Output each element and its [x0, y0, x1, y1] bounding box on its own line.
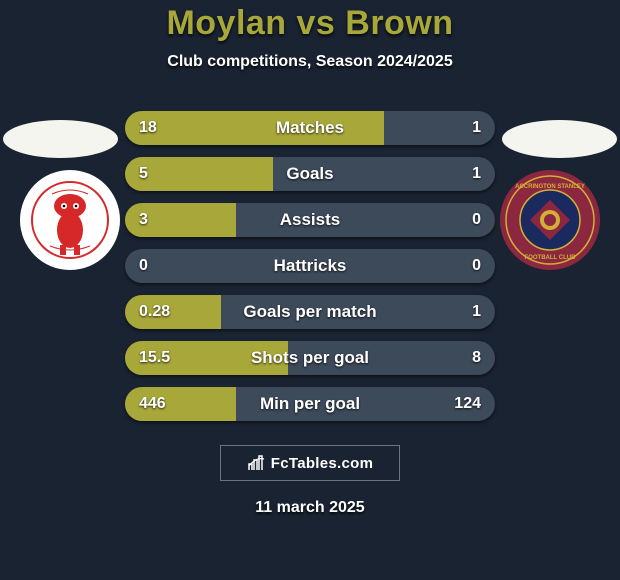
player-photo-right [502, 120, 617, 158]
report-date: 11 march 2025 [255, 499, 364, 517]
stat-label: Goals [286, 164, 333, 184]
stat-row: Min per goal 446 124 [125, 387, 495, 421]
stat-value-right: 8 [472, 349, 481, 367]
stat-value-left: 5 [139, 165, 148, 183]
stat-row: Goals 5 1 [125, 157, 495, 191]
stat-value-right: 124 [454, 395, 481, 413]
stat-value-right: 0 [472, 257, 481, 275]
svg-text:ACCRINGTON STANLEY: ACCRINGTON STANLEY [515, 184, 585, 190]
brand-badge: FcTables.com [220, 445, 400, 481]
stat-bar-left [125, 111, 384, 145]
stat-label: Hattricks [274, 256, 347, 276]
stat-value-left: 0.28 [139, 303, 170, 321]
stat-value-left: 0 [139, 257, 148, 275]
season-subtitle: Club competitions, Season 2024/2025 [167, 53, 452, 71]
stat-row: Matches 18 1 [125, 111, 495, 145]
club-crest-right: ACCRINGTON STANLEY FOOTBALL CLUB [500, 170, 600, 270]
stat-value-left: 446 [139, 395, 166, 413]
stat-value-right: 1 [472, 119, 481, 137]
svg-text:FOOTBALL CLUB: FOOTBALL CLUB [525, 255, 577, 261]
stat-label: Shots per goal [251, 348, 369, 368]
stat-value-left: 3 [139, 211, 148, 229]
stat-row: Assists 3 0 [125, 203, 495, 237]
stat-label: Matches [276, 118, 344, 138]
stat-row: Goals per match 0.28 1 [125, 295, 495, 329]
stat-row: Hattricks 0 0 [125, 249, 495, 283]
stat-value-left: 18 [139, 119, 157, 137]
brand-icon [247, 454, 267, 472]
stat-value-left: 15.5 [139, 349, 170, 367]
stats-container: Matches181Goals51Assists30Hattricks00Goa… [125, 111, 495, 421]
page-title: Moylan vs Brown [166, 4, 453, 43]
stat-row: Shots per goal 15.5 8 [125, 341, 495, 375]
stat-label: Min per goal [260, 394, 360, 414]
brand-text: FcTables.com [271, 455, 374, 472]
player-photo-left [3, 120, 118, 158]
stat-value-right: 1 [472, 165, 481, 183]
club-crest-left [20, 170, 120, 270]
stat-label: Assists [280, 210, 340, 230]
stat-label: Goals per match [243, 302, 376, 322]
stat-value-right: 1 [472, 303, 481, 321]
stat-value-right: 0 [472, 211, 481, 229]
